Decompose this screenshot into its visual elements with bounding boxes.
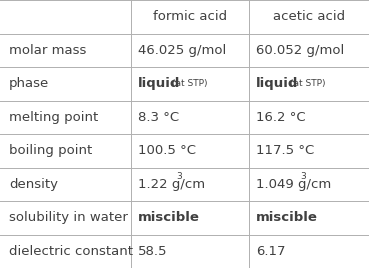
Text: formic acid: formic acid bbox=[153, 10, 227, 23]
Text: boiling point: boiling point bbox=[9, 144, 93, 157]
Text: 1.22 g/cm: 1.22 g/cm bbox=[138, 178, 205, 191]
Text: 1.049 g/cm: 1.049 g/cm bbox=[256, 178, 331, 191]
Text: miscible: miscible bbox=[256, 211, 318, 224]
Text: liquid: liquid bbox=[138, 77, 180, 90]
Text: density: density bbox=[9, 178, 58, 191]
Text: 16.2 °C: 16.2 °C bbox=[256, 111, 305, 124]
Text: acetic acid: acetic acid bbox=[273, 10, 345, 23]
Text: miscible: miscible bbox=[138, 211, 200, 224]
Text: (at STP): (at STP) bbox=[290, 79, 325, 88]
Text: 8.3 °C: 8.3 °C bbox=[138, 111, 179, 124]
Text: 58.5: 58.5 bbox=[138, 245, 167, 258]
Text: molar mass: molar mass bbox=[9, 44, 87, 57]
Text: 100.5 °C: 100.5 °C bbox=[138, 144, 196, 157]
Text: dielectric constant: dielectric constant bbox=[9, 245, 133, 258]
Text: 60.052 g/mol: 60.052 g/mol bbox=[256, 44, 344, 57]
Text: (at STP): (at STP) bbox=[172, 79, 207, 88]
Text: phase: phase bbox=[9, 77, 49, 90]
Text: 3: 3 bbox=[176, 172, 182, 181]
Text: liquid: liquid bbox=[256, 77, 298, 90]
Text: 46.025 g/mol: 46.025 g/mol bbox=[138, 44, 226, 57]
Text: melting point: melting point bbox=[9, 111, 99, 124]
Text: 6.17: 6.17 bbox=[256, 245, 285, 258]
Text: 3: 3 bbox=[300, 172, 306, 181]
Text: solubility in water: solubility in water bbox=[9, 211, 128, 224]
Text: 117.5 °C: 117.5 °C bbox=[256, 144, 314, 157]
